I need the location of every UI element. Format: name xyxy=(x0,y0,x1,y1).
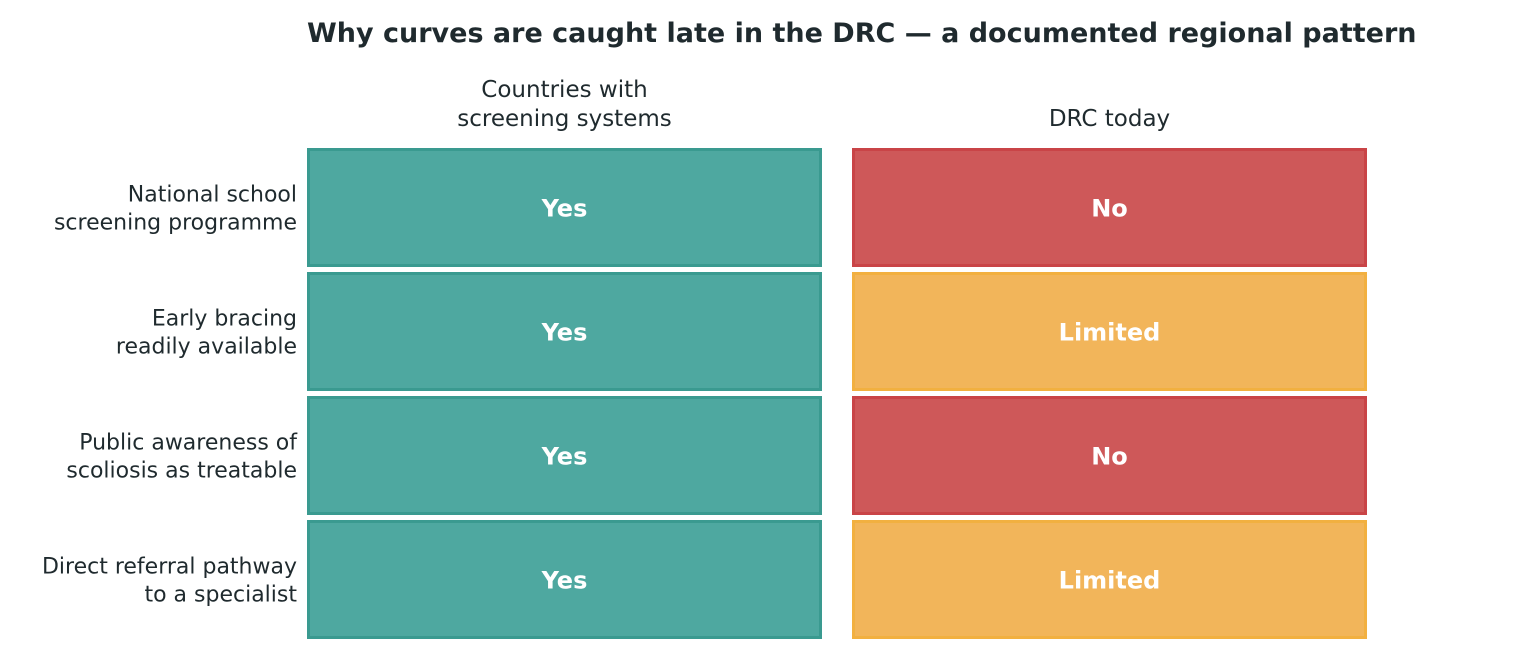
row-label-4-line-2: to a specialist xyxy=(144,583,297,608)
chart-title: Why curves are caught late in the DRC — … xyxy=(307,18,1417,49)
cell-1-2-no xyxy=(852,148,1367,267)
row-labels: National school screening programme Early … xyxy=(42,183,298,608)
column-headers: Countries with screening systems DRC today xyxy=(457,77,1170,132)
column-header-1-line-2: screening systems xyxy=(457,106,671,132)
row-label-4-line-1: Direct referral pathway xyxy=(42,555,297,580)
cell-label-2-2: Limited xyxy=(1059,319,1161,347)
column-header-1-line-1: Countries with xyxy=(481,77,647,103)
row-label-1-line-2: screening programme xyxy=(54,211,297,236)
row-label-2-line-1: Early bracing xyxy=(152,307,297,332)
cell-label-2-1: Yes xyxy=(541,319,588,347)
cell-label-3-1: Yes xyxy=(541,443,588,471)
cell-label-1-1: Yes xyxy=(541,195,588,223)
cell-1-1-yes xyxy=(307,148,822,267)
cell-label-4-1: Yes xyxy=(541,567,588,595)
cell-label-4-2: Limited xyxy=(1059,567,1161,595)
cell-label-1-2: No xyxy=(1091,195,1128,223)
row-label-2-line-2: readily available xyxy=(116,335,297,360)
cell-4-1-yes xyxy=(307,520,822,639)
column-header-2-line-1: DRC today xyxy=(1049,106,1170,132)
row-label-1-line-1: National school xyxy=(128,183,297,208)
cell-3-1-yes xyxy=(307,396,822,515)
cell-2-1-yes xyxy=(307,272,822,391)
row-label-3-line-1: Public awareness of xyxy=(79,431,298,456)
cells: Yes No Yes Limited Yes No Yes Limited xyxy=(307,148,1367,639)
cell-3-2-no xyxy=(852,396,1367,515)
row-label-3-line-2: scoliosis as treatable xyxy=(66,459,297,484)
cell-label-3-2: No xyxy=(1091,443,1128,471)
cell-2-2-limited xyxy=(852,272,1367,391)
cell-4-2-limited xyxy=(852,520,1367,639)
